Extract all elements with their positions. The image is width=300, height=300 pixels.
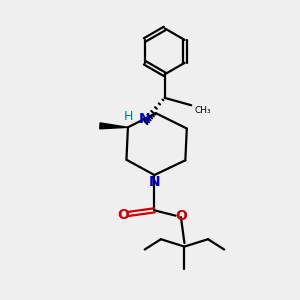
Text: O: O (117, 208, 129, 222)
Polygon shape (100, 123, 128, 129)
Text: CH₃: CH₃ (194, 106, 211, 115)
Text: N: N (148, 176, 160, 189)
Text: N: N (139, 112, 151, 126)
Text: H: H (124, 110, 133, 123)
Text: O: O (176, 209, 188, 223)
